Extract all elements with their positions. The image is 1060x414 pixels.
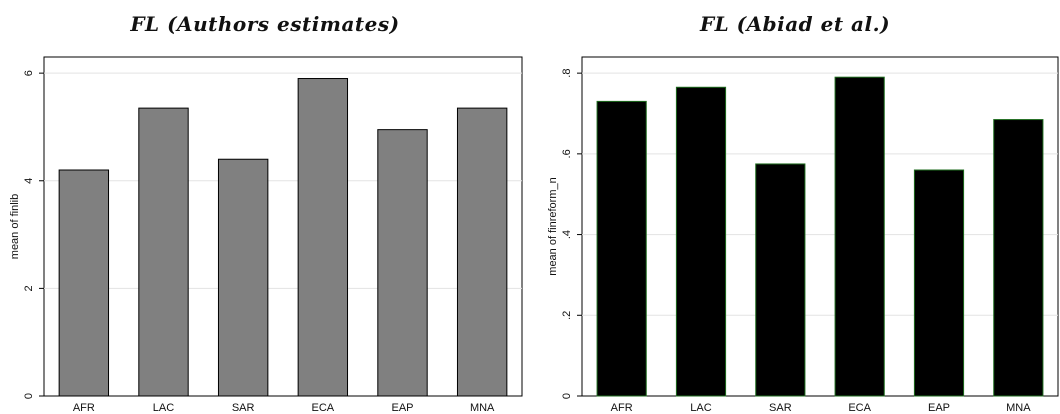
left-x-tick-label: LAC bbox=[153, 402, 174, 414]
left-x-tick-label: SAR bbox=[232, 402, 255, 414]
right-x-tick-label: LAC bbox=[690, 402, 711, 414]
left-bar-eap bbox=[377, 129, 428, 397]
right-bar-eca bbox=[834, 76, 885, 397]
right-x-tick-label: EAP bbox=[928, 402, 950, 414]
left-x-tick-label: AFR bbox=[73, 402, 95, 414]
right-y-tick-label: .6 bbox=[561, 149, 573, 158]
left-bar-eca bbox=[297, 78, 349, 397]
left-bar-sar bbox=[217, 158, 269, 397]
right-y-axis-title: mean of finreform_n bbox=[547, 177, 559, 275]
left-bar-mna bbox=[456, 107, 508, 397]
right-x-tick-label: MNA bbox=[1006, 402, 1031, 414]
left-y-tick-label: 6 bbox=[23, 70, 35, 76]
right-x-tick-label: ECA bbox=[848, 402, 871, 414]
right-x-tick-label: AFR bbox=[611, 402, 633, 414]
right-bar-eap bbox=[913, 169, 965, 397]
right-bar-lac bbox=[675, 86, 727, 397]
chart-panel-left: FL (Authors estimates) 0 2 4 6 mean of finli… bbox=[9, 12, 523, 414]
right-bar-sar bbox=[755, 163, 806, 397]
chart-title-right: FL (Abiad et al.) bbox=[699, 12, 891, 36]
right-bar-afr bbox=[596, 100, 647, 397]
right-x-tick-label: SAR bbox=[769, 402, 792, 414]
left-bar-lac bbox=[138, 107, 189, 397]
left-x-tick-label: ECA bbox=[312, 402, 335, 414]
right-y-tick-label: .8 bbox=[561, 69, 573, 78]
left-y-axis-title: mean of finlib bbox=[9, 194, 21, 259]
right-y-tick-label: .2 bbox=[561, 311, 573, 320]
right-bar-mna bbox=[993, 119, 1044, 397]
left-bar-afr bbox=[58, 169, 110, 397]
left-y-tick-label: 2 bbox=[23, 285, 35, 291]
chart-panel-right: FL (Abiad et al.) 0 .2 .4 .6 .8 mean of finre… bbox=[530, 0, 1060, 414]
left-y-tick-label: 0 bbox=[23, 393, 35, 399]
chart-title-left: FL (Authors estimates) bbox=[130, 12, 400, 36]
left-plot-area bbox=[43, 56, 523, 397]
left-x-tick-label: MNA bbox=[470, 402, 495, 414]
right-y-tick-label: .4 bbox=[561, 230, 573, 239]
left-x-tick-label: EAP bbox=[391, 402, 413, 414]
bar-chart-left: 0 2 4 6 mean of finlib AFR LAC SAR ECA EAP MNA bbox=[9, 56, 523, 414]
right-plot-area bbox=[581, 56, 1059, 397]
left-y-tick-label: 4 bbox=[23, 178, 35, 184]
bar-chart-right: 0 .2 .4 .6 .8 mean of finreform_n AFR LAC SAR ECA… bbox=[547, 56, 1059, 414]
right-y-tick-label: 0 bbox=[561, 393, 573, 399]
